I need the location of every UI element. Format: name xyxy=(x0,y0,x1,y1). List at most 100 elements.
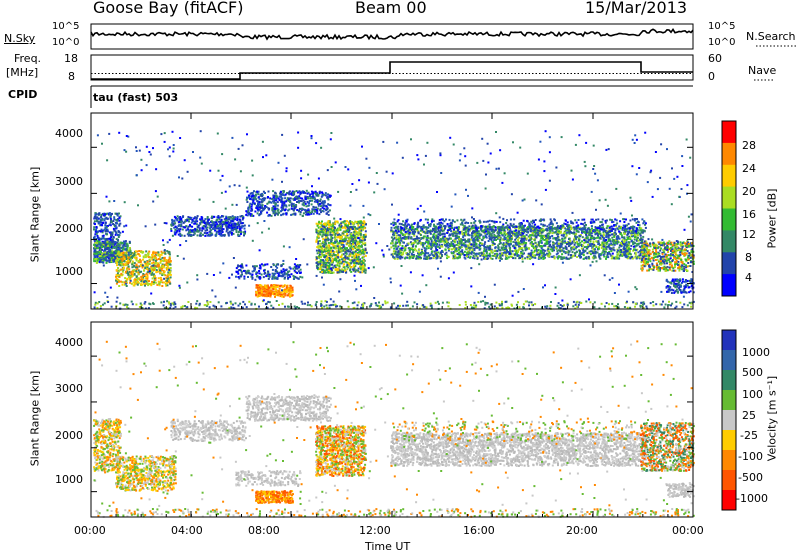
heatmap-cell xyxy=(93,235,96,238)
heatmap-cell xyxy=(262,288,264,291)
heatmap-cell xyxy=(251,277,254,280)
heatmap-cell xyxy=(144,277,147,280)
heatmap-cell xyxy=(126,246,129,249)
heatmap-cell xyxy=(144,254,147,257)
heatmap-cell xyxy=(134,257,137,260)
heatmap-cell xyxy=(159,258,162,261)
heatmap-cell xyxy=(117,258,120,260)
heatmap-cell xyxy=(336,231,339,234)
heatmap-cell xyxy=(276,201,279,204)
heatmap-cell xyxy=(279,190,282,193)
heatmap-cell xyxy=(146,275,149,278)
heatmap-cell xyxy=(363,270,366,273)
heatmap-cell xyxy=(182,215,185,218)
heatmap-cell xyxy=(316,224,319,227)
heatmap-cell xyxy=(105,216,108,219)
heatmap-cell xyxy=(249,202,252,205)
heatmap-cell xyxy=(256,275,259,277)
heatmap-cell xyxy=(231,225,234,227)
heatmap-cell xyxy=(102,256,104,259)
heatmap-cell xyxy=(94,249,97,252)
heatmap-cell xyxy=(311,211,314,213)
heatmap-cell xyxy=(219,220,222,223)
heatmap-cell xyxy=(299,191,302,194)
heatmap-cell xyxy=(320,211,322,214)
heatmap-cell xyxy=(512,240,515,243)
heatmap-cell xyxy=(336,236,339,239)
heatmap-cell xyxy=(266,211,269,214)
heatmap-cell xyxy=(567,253,570,256)
heatmap-cell xyxy=(275,197,278,200)
heatmap-cell xyxy=(104,217,107,220)
heatmap-cell xyxy=(280,270,283,273)
power-cbar-tick: 12 xyxy=(742,228,756,241)
heatmap-cell xyxy=(168,260,170,263)
heatmap-cell xyxy=(139,271,142,274)
heatmap-cell xyxy=(298,190,301,193)
heatmap-cell xyxy=(274,289,277,292)
heatmap-cell xyxy=(207,222,209,225)
heatmap-cell xyxy=(176,218,178,220)
heatmap-cell xyxy=(264,263,267,266)
heatmap-cell xyxy=(256,200,259,203)
heatmap-cell xyxy=(220,229,223,232)
heatmap-cell xyxy=(121,273,124,276)
heatmap-cell xyxy=(245,264,248,267)
heatmap-cell xyxy=(427,247,430,250)
heatmap-cell xyxy=(320,231,323,234)
heatmap-cell xyxy=(286,294,289,297)
power-cbar-tick: 28 xyxy=(742,139,756,152)
heatmap-cell xyxy=(362,228,364,231)
heatmap-cell xyxy=(159,277,162,280)
heatmap-cell xyxy=(247,276,249,278)
heatmap-cell xyxy=(122,251,125,254)
heatmap-cell xyxy=(107,230,109,233)
power-ytick-1000: 1000 xyxy=(55,265,83,278)
xtick: 20:00 xyxy=(566,524,598,537)
heatmap-cell xyxy=(349,250,352,253)
heatmap-cell xyxy=(281,285,284,288)
heatmap-cell xyxy=(117,234,119,236)
heatmap-cell xyxy=(100,256,103,259)
heatmap-cell xyxy=(165,277,168,279)
heatmap-cell xyxy=(191,225,194,228)
heatmap-cell xyxy=(347,229,349,232)
heatmap-cell xyxy=(112,236,115,238)
heatmap-cell xyxy=(255,284,258,287)
heatmap-cell xyxy=(119,222,122,225)
heatmap-cell xyxy=(266,290,269,293)
heatmap-cell xyxy=(102,254,105,257)
heatmap-cell xyxy=(216,230,218,233)
heatmap-cell xyxy=(356,242,359,245)
heatmap-cell xyxy=(147,284,150,287)
heatmap-cell xyxy=(326,258,329,260)
heatmap-cell xyxy=(157,251,160,254)
heatmap-cell xyxy=(361,256,364,259)
heatmap-cell xyxy=(101,231,104,234)
heatmap-cell xyxy=(206,229,209,231)
heatmap-cell xyxy=(277,197,280,200)
heatmap-cell xyxy=(392,250,395,253)
heatmap-cell xyxy=(345,252,348,255)
heatmap-cell xyxy=(140,278,143,281)
heatmap-cell xyxy=(340,256,342,258)
heatmap-cell xyxy=(176,215,179,218)
heatmap-cell xyxy=(514,257,517,260)
heatmap-cell xyxy=(134,278,137,281)
heatmap-cell xyxy=(148,267,151,270)
heatmap-cell xyxy=(206,234,209,237)
heatmap-cell xyxy=(130,271,133,274)
heatmap-cell xyxy=(272,288,275,291)
heatmap-cell xyxy=(236,217,239,220)
heatmap-cell xyxy=(485,225,487,228)
heatmap-cell xyxy=(118,280,120,283)
heatmap-cell xyxy=(356,246,359,249)
heatmap-cell xyxy=(165,261,168,264)
heatmap-cell xyxy=(390,246,393,249)
heatmap-cell xyxy=(124,242,126,245)
heatmap-cell xyxy=(251,209,254,212)
heatmap-cell xyxy=(592,240,595,243)
heatmap-cell xyxy=(343,240,346,243)
heatmap-cell xyxy=(196,215,199,218)
heatmap-cell xyxy=(125,285,128,287)
